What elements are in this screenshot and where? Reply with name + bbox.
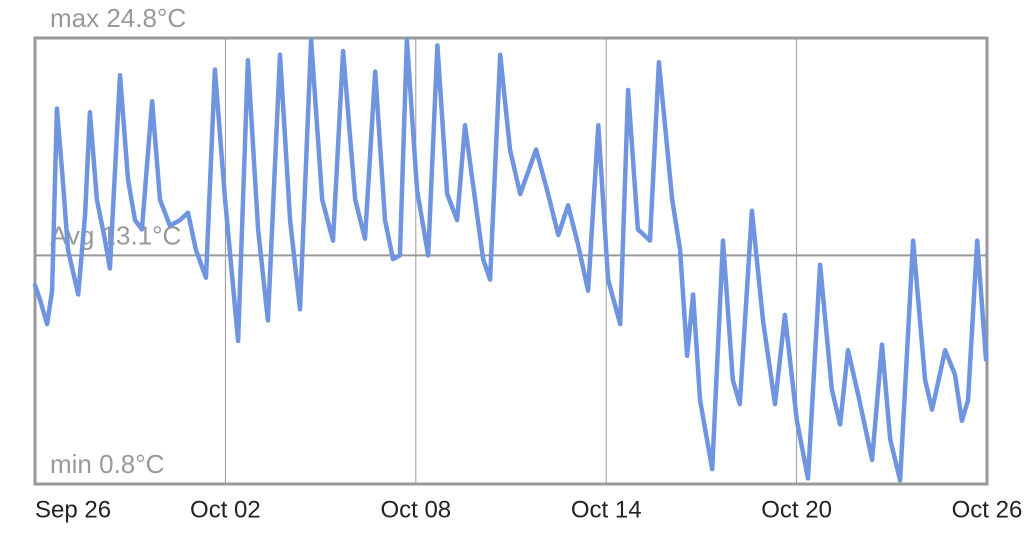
x-tick-label: Oct 02 xyxy=(190,496,261,523)
reference-label: max 24.8°C xyxy=(50,3,186,33)
x-tick-label: Oct 14 xyxy=(571,496,642,523)
plot-frame xyxy=(33,36,989,486)
x-tick-label: Oct 20 xyxy=(761,496,832,523)
x-tick-label: Oct 08 xyxy=(380,496,451,523)
x-tick-label: Oct 26 xyxy=(952,496,1023,523)
temperature-line xyxy=(32,37,989,483)
reference-label: Avg 13.1°C xyxy=(50,220,181,250)
reference-label: min 0.8°C xyxy=(50,449,164,479)
x-tick-label: Sep 26 xyxy=(35,496,111,523)
